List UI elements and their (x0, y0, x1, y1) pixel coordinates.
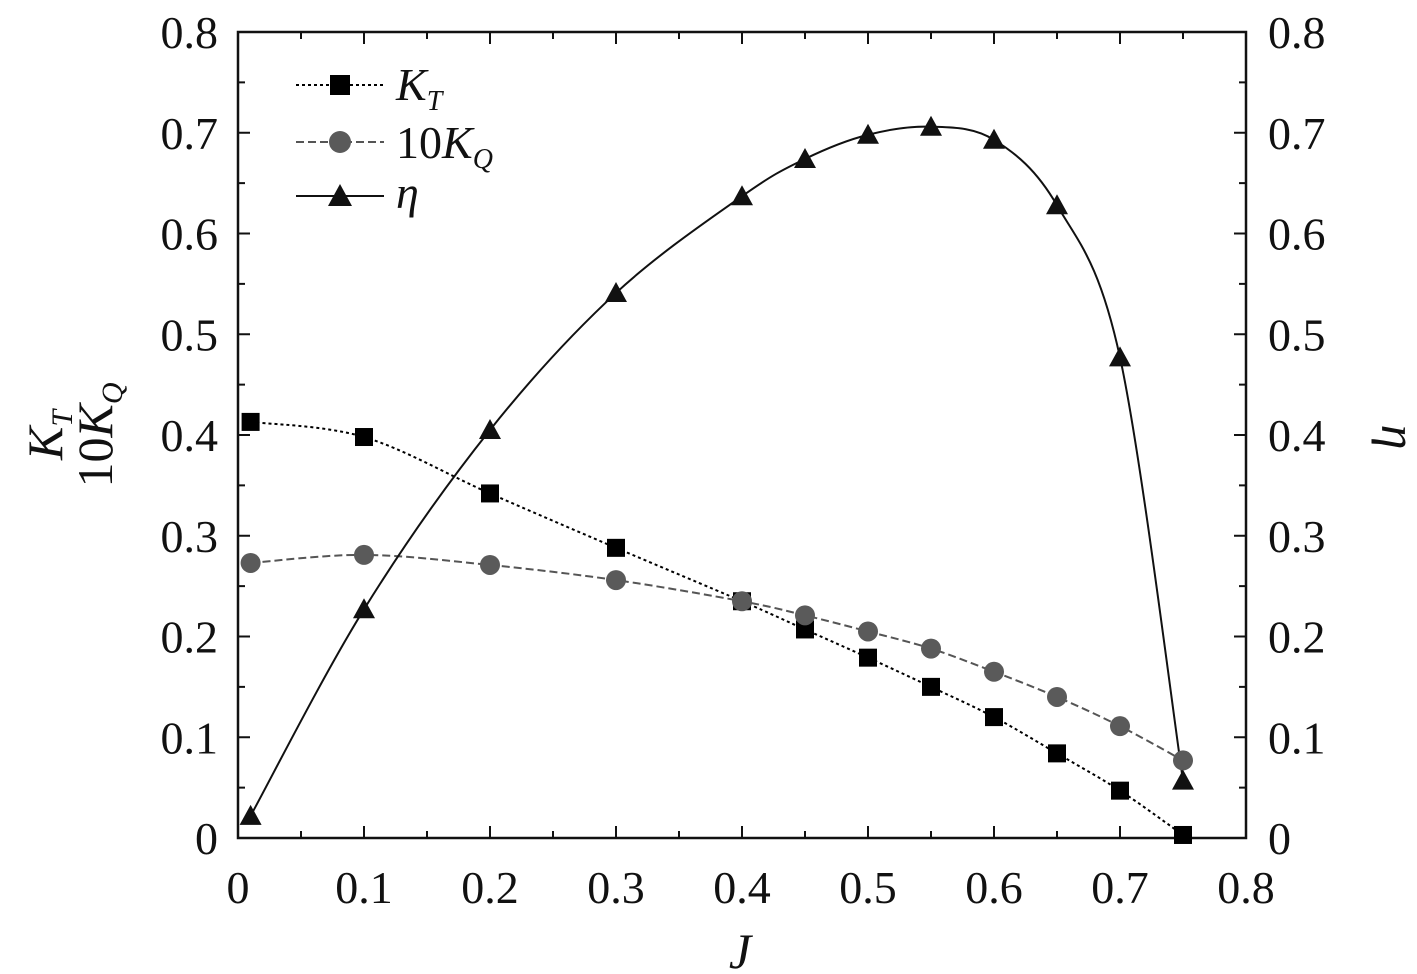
legend-eta-label: η (396, 167, 419, 218)
point-eta (353, 598, 375, 619)
y-right-tick-label: 0.6 (1268, 209, 1326, 260)
x-tick-label: 0.5 (839, 862, 897, 913)
point-eta (1109, 346, 1131, 367)
point-10kq (1110, 716, 1130, 737)
point-kt (1174, 825, 1192, 844)
y-right-tick-label: 0.2 (1268, 612, 1326, 663)
y-left-tick-label: 0.3 (161, 511, 219, 562)
y-left-tick-label: 0.6 (161, 209, 219, 260)
x-axis-title: J (729, 923, 754, 974)
x-tick-label: 0.6 (965, 862, 1023, 913)
series-lines (249, 125, 1184, 836)
y-axis-left-title-line2: 10KQ (67, 382, 129, 487)
point-kt (859, 648, 877, 667)
plot-border (236, 30, 1248, 840)
y-axis-left-title: KT 10KQ (17, 382, 129, 487)
point-10kq (1047, 686, 1067, 707)
x-tick-label: 0.3 (587, 862, 645, 913)
series-markers (239, 115, 1194, 844)
y-right-tick-label: 0.7 (1268, 108, 1326, 159)
point-eta (239, 804, 262, 825)
axis-ticks (237, 31, 1247, 839)
x-tick-label: 0.1 (335, 862, 393, 913)
legend: KT 10KQ η (296, 59, 493, 218)
point-10kq (240, 552, 261, 573)
y-axis-right-title: η (1371, 425, 1417, 450)
plot-frame (236, 30, 1248, 840)
point-kt (922, 677, 940, 696)
point-kt (1048, 744, 1066, 763)
x-tick-label: 0.7 (1091, 862, 1149, 913)
y-left-tick-label: 0 (195, 813, 218, 864)
point-kt (985, 708, 1003, 727)
legend-kq-marker (329, 131, 351, 153)
y-right-tick-label: 0.1 (1268, 712, 1326, 763)
x-tick-label: 0.4 (713, 862, 771, 913)
point-kt (1111, 781, 1129, 800)
legend-kt-label: KT (395, 59, 445, 117)
point-10kq (1173, 750, 1193, 771)
point-eta (1046, 194, 1068, 215)
series-line-eta (249, 125, 1184, 817)
y-left-tick-label: 0.1 (161, 712, 219, 763)
point-eta (920, 115, 942, 136)
tick-labels: 0 0.1 0.2 0.3 0.4 0.5 0.6 0.7 0.80 00.1 0.10.2 0.20… (161, 7, 1326, 913)
y-left-tick-label: 0.2 (161, 612, 219, 663)
point-eta (857, 123, 879, 144)
point-10kq (354, 544, 374, 565)
point-kt (241, 412, 260, 431)
point-10kq (921, 638, 941, 659)
x-tick-label: 0 (227, 862, 250, 913)
y-right-tick-label: 0.8 (1268, 7, 1326, 58)
point-eta (479, 418, 501, 439)
y-right-tick-label: 0.5 (1268, 309, 1326, 360)
point-10kq (984, 661, 1004, 682)
point-eta (794, 147, 816, 168)
point-10kq (795, 605, 815, 626)
point-eta (731, 185, 753, 206)
point-kt (607, 538, 625, 557)
point-eta (1172, 769, 1194, 790)
point-kt (355, 428, 373, 447)
y-left-tick-label: 0.8 (161, 7, 219, 58)
legend-kq-label: 10KQ (396, 117, 493, 175)
point-10kq (480, 554, 500, 575)
y-right-tick-label: 0.3 (1268, 511, 1326, 562)
x-tick-label: 0.2 (461, 862, 519, 913)
y-right-tick-label: 0.4 (1268, 410, 1326, 461)
series-line-10kq (250, 553, 1184, 762)
y-left-tick-label: 0.7 (161, 108, 219, 159)
point-10kq (858, 621, 878, 642)
point-10kq (732, 591, 752, 612)
y-right-tick-label: 0 (1268, 813, 1291, 864)
point-kt (481, 484, 499, 503)
point-kt (796, 620, 814, 639)
y-left-tick-label: 0.5 (161, 309, 219, 360)
series-line-kt (250, 420, 1184, 836)
point-10kq (606, 570, 626, 591)
legend-kt-marker (330, 75, 350, 95)
x-tick-label: 0.8 (1217, 862, 1275, 913)
legend-eta-marker (328, 184, 352, 206)
point-eta (605, 281, 627, 302)
y-left-tick-label: 0.4 (161, 410, 219, 461)
point-eta (983, 128, 1005, 149)
y-axis-left-title-line1: KT (17, 408, 79, 461)
